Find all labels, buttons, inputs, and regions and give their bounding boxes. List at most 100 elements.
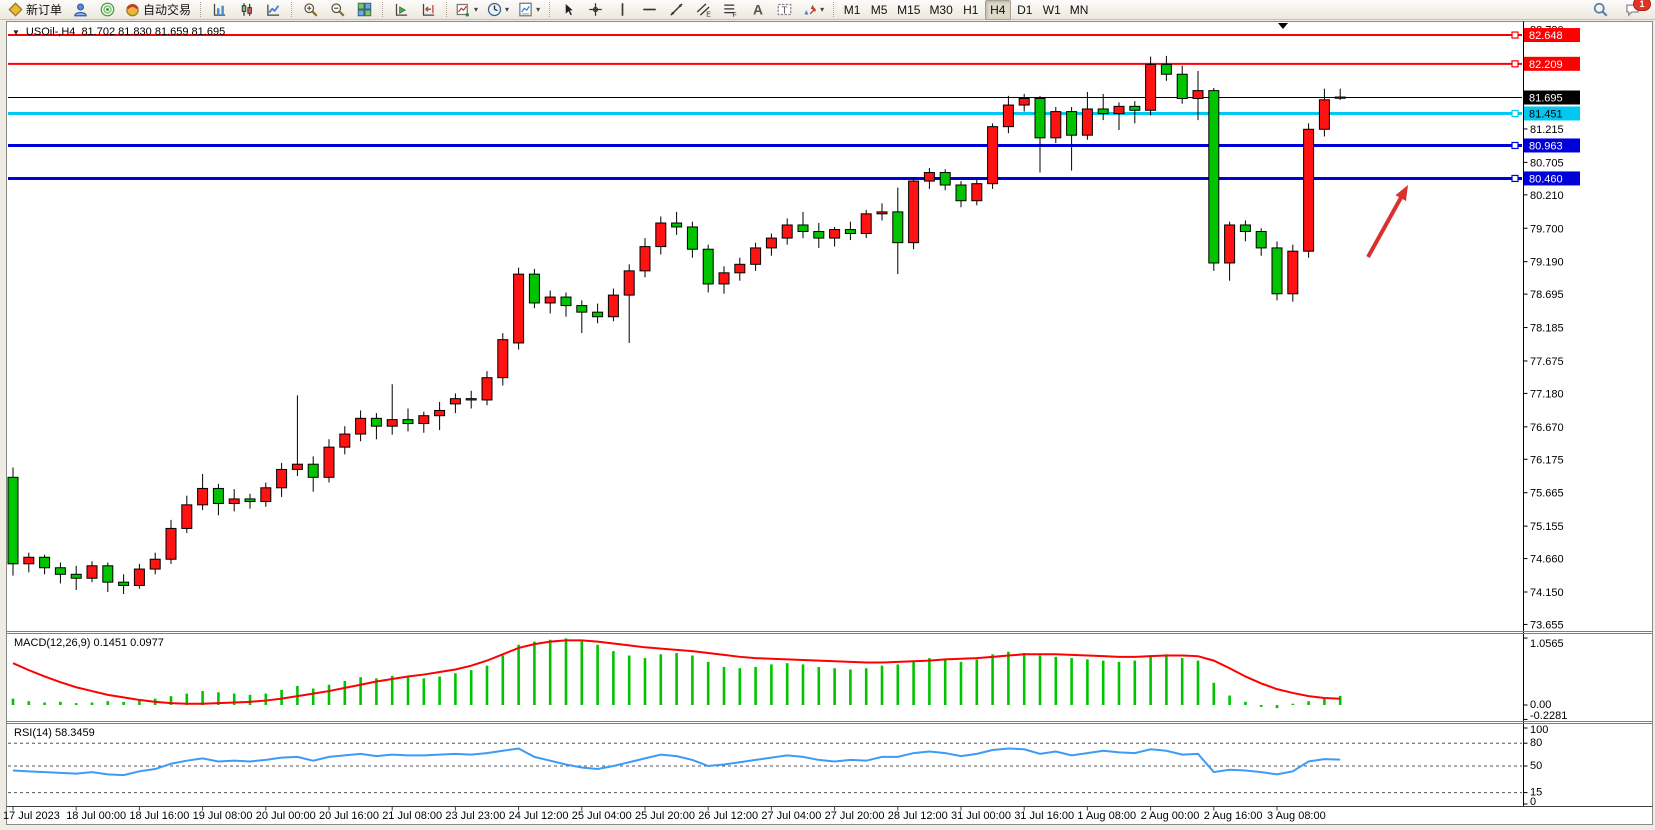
candle-body (434, 409, 446, 417)
date-label: 1 Aug 08:00 (1077, 810, 1136, 822)
price-line-badge (1524, 106, 1580, 121)
price-tick-label: 76.175 (1530, 454, 1564, 466)
date-label: 17 Jul 2023 (3, 810, 60, 822)
candle-body (1002, 104, 1014, 128)
arrow-annotation-head[interactable] (1395, 185, 1408, 202)
auto-trading-button[interactable]: 自动交易 (121, 0, 195, 20)
zoom-in-icon (303, 2, 318, 17)
ohlc-values: 81.702 81.830 81.659 81.695 (81, 26, 226, 38)
tf-m1-label: M1 (843, 2, 861, 17)
line-end-handle[interactable] (1511, 109, 1519, 118)
tf-mn-label: MN (1069, 2, 1089, 17)
periods-button[interactable]: ▾ (483, 0, 513, 20)
horizontal-line-button[interactable] (636, 0, 662, 20)
crosshair-button[interactable] (582, 0, 608, 20)
candle-body (1050, 111, 1062, 139)
candle-body (86, 565, 98, 579)
chevron-down-icon[interactable]: ▾ (536, 4, 541, 14)
candle-body (1097, 108, 1109, 115)
cursor-icon (561, 2, 576, 17)
candle-body (449, 398, 461, 405)
chart-symbol-label[interactable]: ▼ USOil-,H4 81.702 81.830 81.659 81.695 (12, 26, 225, 38)
fibonacci-icon: F (723, 2, 738, 17)
candle-chart-mode-button[interactable] (233, 0, 259, 20)
chart-canvas[interactable]: 82.73081.21580.70580.21079.70079.19078.6… (0, 20, 1655, 830)
bar-chart-mode-button[interactable] (206, 0, 232, 20)
line-end-handle[interactable] (1511, 141, 1519, 150)
macd-tick-label: -0.2281 (1530, 710, 1567, 722)
text-label-button[interactable]: T (771, 0, 797, 20)
price-line-badge-label: 80.963 (1529, 140, 1563, 152)
cursor-button[interactable] (555, 0, 581, 20)
line-chart-mode-button[interactable] (260, 0, 286, 20)
candle-body (23, 556, 35, 565)
arrow-annotation-shaft[interactable] (1366, 193, 1405, 258)
price-line-badge-label: 82.209 (1529, 59, 1563, 71)
candle-body (481, 377, 493, 401)
candle-body (987, 126, 999, 185)
zoom-out-button[interactable] (324, 0, 350, 20)
chevron-down-icon[interactable]: ▾ (474, 4, 479, 14)
candle-body (797, 224, 809, 233)
autotrade-icon (125, 2, 140, 17)
price-tick-label: 79.190 (1530, 257, 1564, 269)
macd-tick-label: 0.00 (1530, 699, 1551, 711)
equidistant-channel-button[interactable]: E (690, 0, 716, 20)
candle-body (1145, 63, 1157, 111)
terminal-button[interactable] (67, 0, 93, 20)
line-end-handle[interactable] (1511, 60, 1519, 68)
line-end-handle[interactable] (1511, 31, 1519, 39)
chevron-down-icon[interactable]: ▾ (505, 4, 510, 14)
price-tick-label: 73.655 (1530, 619, 1564, 631)
chevron-down-icon[interactable]: ▾ (820, 4, 825, 14)
candle-body (892, 211, 904, 244)
rsi-tick-label: 100 (1530, 724, 1548, 736)
price-tick-label: 77.180 (1530, 388, 1564, 400)
tile-windows-button[interactable] (351, 0, 377, 20)
candle-body (813, 231, 825, 239)
candle-body (1192, 90, 1204, 99)
tf-d1-button[interactable]: D1 (1012, 0, 1038, 20)
zoom-in-button[interactable] (297, 0, 323, 20)
templates-button[interactable]: ▾ (514, 0, 544, 20)
candle-body (323, 446, 335, 478)
date-label: 2 Aug 16:00 (1204, 810, 1263, 822)
candle-body (939, 172, 951, 186)
tf-h1-button[interactable]: H1 (958, 0, 984, 20)
price-tick-label: 75.155 (1530, 521, 1564, 533)
tf-m5-button[interactable]: M5 (866, 0, 892, 20)
chart-shift-marker[interactable] (1278, 23, 1288, 29)
candle-body (355, 417, 367, 435)
notifications-button[interactable]: 1 (1619, 0, 1651, 20)
candle-body (528, 273, 540, 304)
tf-m15-button[interactable]: M15 (893, 0, 924, 20)
fibonacci-button[interactable]: F (717, 0, 743, 20)
auto-scroll-button[interactable] (388, 0, 414, 20)
candle-body (639, 246, 651, 272)
candle-body (1287, 250, 1299, 295)
tile-windows-icon (357, 2, 372, 17)
tf-d1-label: D1 (1017, 2, 1033, 17)
tf-m1-button[interactable]: M1 (839, 0, 865, 20)
arrows-button[interactable]: ▾ (798, 0, 828, 20)
tf-w1-button[interactable]: W1 (1039, 0, 1065, 20)
tf-mn-button[interactable]: MN (1066, 0, 1093, 20)
search-button[interactable] (1587, 0, 1613, 20)
tf-h4-button[interactable]: H4 (984, 0, 1011, 20)
trendline-button[interactable] (663, 0, 689, 20)
line-end-handle[interactable] (1511, 174, 1519, 183)
chart-shift-button[interactable] (415, 0, 441, 20)
vertical-line-button[interactable] (609, 0, 635, 20)
zoom-out-icon (330, 2, 345, 17)
new-order-button[interactable]: 新订单 (4, 0, 66, 20)
candle-body (576, 305, 588, 313)
candle-body (1018, 97, 1030, 106)
candle-chart-icon (239, 2, 254, 17)
price-tick-label: 80.705 (1530, 157, 1564, 169)
toolbar-separator (200, 2, 202, 17)
indicators-button[interactable]: ▾ (452, 0, 482, 20)
tf-m30-button[interactable]: M30 (925, 0, 956, 20)
svg-text:T: T (781, 5, 787, 16)
text-button[interactable]: A (744, 0, 770, 20)
market-watch-button[interactable] (94, 0, 120, 20)
